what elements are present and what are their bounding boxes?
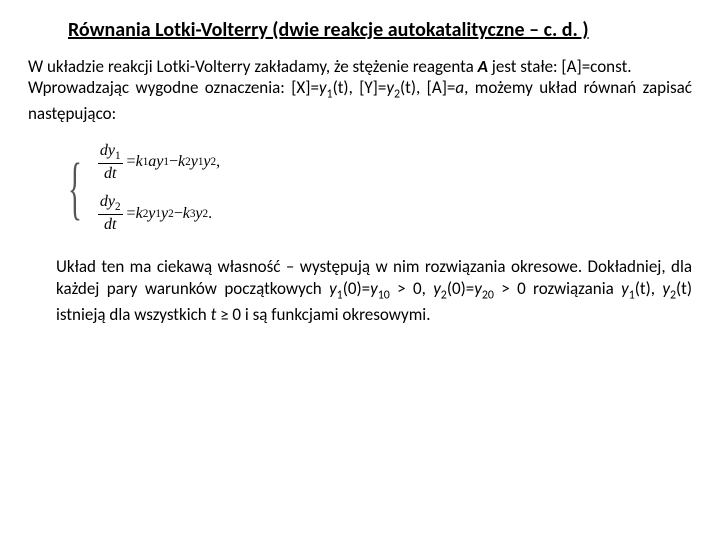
concl-d: > 0 rozwiązania — [494, 278, 621, 299]
concl-b: (0)= — [343, 278, 370, 299]
eq-y2-n-sub: 2 — [115, 201, 121, 213]
concl-y1: y — [329, 278, 337, 299]
concl-y2: y — [433, 278, 441, 299]
eq-d-1b: d — [104, 165, 112, 182]
concl-b2: (0)= — [447, 278, 474, 299]
eq-y2-r3: y — [195, 205, 202, 223]
eq-k3: k — [183, 205, 190, 223]
eq-y2-r2: y — [161, 205, 168, 223]
var-y1: y — [319, 77, 327, 98]
eq-d-1: d — [100, 142, 108, 159]
concl-y10: y — [370, 278, 378, 299]
equation-1: dy1 dt = k1ay1 − k2y1y2 , — [98, 142, 220, 183]
concl-y10-sub: 10 — [378, 289, 390, 303]
equation-2: dy2 dt = k2y1y2 − k3y2 . — [98, 193, 220, 234]
intro-text-2c: (t), [A]= — [400, 77, 455, 98]
eq-period: . — [208, 205, 212, 223]
eq-minus-1: − — [169, 153, 178, 171]
intro-text-2b: (t), [Y]= — [333, 77, 387, 98]
page-title: Równania Lotki-Volterry (dwie reakcje au… — [68, 18, 692, 42]
eq-k1: k — [136, 153, 143, 171]
concl-g: ≥ 0 i są funkcjami okresowymi. — [216, 304, 430, 325]
concl-y1t: y — [621, 278, 629, 299]
concl-c: > 0, — [390, 278, 433, 299]
equation-system: { dy1 dt = k1ay1 − k2y1y2 , dy2 — [68, 142, 692, 234]
concl-y20: y — [474, 278, 482, 299]
left-brace-icon: { — [68, 153, 82, 223]
intro-paragraph: W układzie reakcji Lotki-Volterry zakład… — [28, 56, 692, 124]
concl-y20-sub: 20 — [482, 289, 494, 303]
eq-k2b: k — [136, 205, 143, 223]
eq-d-2b: d — [104, 216, 112, 233]
eq-y1-n: y — [108, 142, 115, 159]
eq-equals-1: = — [127, 153, 136, 171]
eq-t-2: t — [112, 216, 116, 233]
eq-comma-1: , — [216, 153, 220, 171]
eq-y1-n-sub: 1 — [115, 150, 121, 162]
var-a: a — [455, 77, 464, 98]
concl-y2t: y — [662, 278, 670, 299]
eq-equals-2: = — [127, 205, 136, 223]
eq-d-2: d — [100, 193, 108, 210]
conclusion-paragraph: Układ ten ma ciekawą własność – występuj… — [56, 256, 692, 326]
intro-text-1b: jest stałe: [A]=const. — [488, 56, 632, 77]
concl-e: (t), — [635, 278, 663, 299]
intro-text-2a: Wprowadzając wygodne oznaczenia: [X]= — [28, 77, 319, 98]
eq-y2-n: y — [108, 193, 115, 210]
var-y2: y — [386, 77, 394, 98]
eq-t-1: t — [112, 165, 116, 182]
eq-y2-r1: y — [203, 153, 210, 171]
eq-y1-r1: y — [156, 153, 163, 171]
reagent-a: A — [478, 56, 488, 77]
intro-text-1: W układzie reakcji Lotki-Volterry zakład… — [28, 56, 478, 77]
eq-y1-r2: y — [191, 153, 198, 171]
eq-y1-r3: y — [148, 205, 155, 223]
eq-k2: k — [178, 153, 185, 171]
eq-minus-2: − — [174, 205, 183, 223]
